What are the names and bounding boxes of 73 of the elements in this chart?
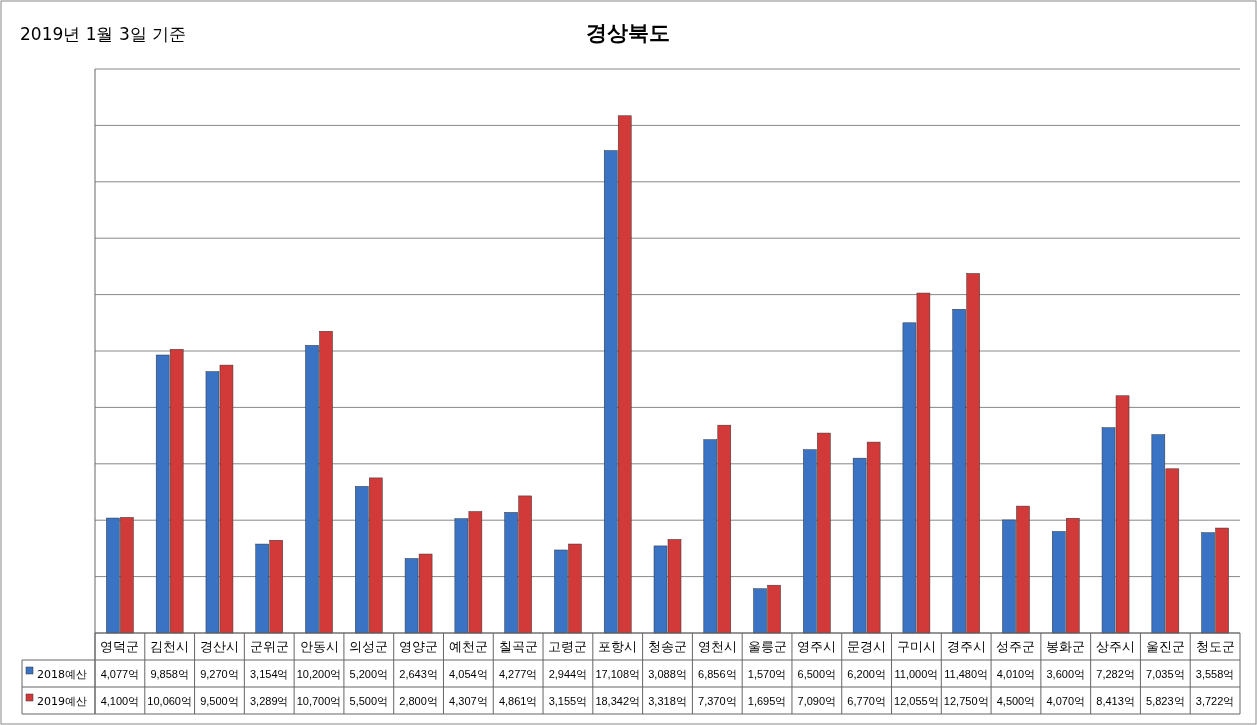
x-tick-label: 상주시 — [1096, 639, 1136, 654]
data-label: 3,318억 — [648, 695, 687, 707]
data-label: 7,035억 — [1146, 668, 1185, 680]
data-label: 12,055억 — [894, 695, 939, 707]
data-label: 4,054억 — [449, 668, 488, 680]
data-label: 7,282억 — [1096, 668, 1135, 680]
data-label: 6,200억 — [847, 668, 886, 680]
x-tick-label: 영덕군 — [100, 639, 140, 654]
data-label: 3,722억 — [1195, 695, 1235, 707]
legend-label: 2018예산 — [37, 668, 87, 681]
text: 2019년 1월 3일 기준 — [20, 24, 187, 44]
x-tick-label: 청송군 — [648, 639, 687, 654]
x-tick-label: 칠곡군 — [498, 639, 538, 654]
x-tick-label: 예천군 — [448, 639, 488, 654]
data-label: 5,823억 — [1146, 695, 1185, 707]
data-label: 3,155억 — [548, 695, 588, 707]
x-tick-label: 경주시 — [946, 639, 986, 654]
x-tick-label: 봉화군 — [1046, 639, 1086, 654]
data-label: 6,500억 — [797, 668, 837, 680]
data-label: 7,370억 — [698, 695, 737, 707]
data-label: 2,643억 — [399, 668, 438, 680]
x-tick-label: 문경시 — [847, 639, 887, 654]
data-label: 9,270억 — [200, 668, 239, 680]
x-tick-label: 영주시 — [797, 639, 837, 654]
data-label: 3,558억 — [1195, 668, 1235, 680]
data-label: 5,200억 — [349, 668, 389, 680]
x-tick-label: 경산시 — [199, 639, 239, 654]
data-label: 4,070억 — [1046, 695, 1086, 707]
x-tick-label: 성주군 — [996, 639, 1036, 654]
data-label: 4,100억 — [100, 695, 140, 707]
data-label: 10,200억 — [296, 668, 342, 680]
data-label: 8,413억 — [1096, 695, 1135, 707]
x-tick-label: 구미시 — [896, 639, 936, 654]
data-label: 4,307억 — [449, 695, 488, 707]
x-tick-label: 청도군 — [1195, 639, 1235, 654]
data-label: 17,108억 — [595, 668, 641, 680]
data-label: 3,600억 — [1046, 668, 1086, 680]
data-label: 9,500억 — [200, 695, 239, 707]
x-tick-label: 군위군 — [249, 639, 289, 654]
x-tick-label: 영양군 — [399, 639, 439, 654]
data-label: 4,861억 — [498, 695, 538, 707]
x-tick-label: 영천시 — [697, 639, 737, 654]
data-label: 5,500억 — [349, 695, 389, 707]
x-tick-label: 고령군 — [548, 639, 588, 654]
data-label: 3,289억 — [249, 695, 289, 707]
data-label: 11,000억 — [894, 668, 939, 680]
x-tick-label: 김천시 — [150, 639, 190, 654]
data-label: 4,277억 — [498, 668, 538, 680]
data-label: 4,077억 — [100, 668, 140, 680]
chart-title: 경상북도 — [586, 21, 670, 45]
data-label: 4,010억 — [996, 668, 1036, 680]
x-tick-label: 의성군 — [349, 639, 389, 654]
data-label: 11,480억 — [944, 668, 989, 680]
data-label: 6,770억 — [847, 695, 886, 707]
data-label: 1,570억 — [747, 668, 787, 680]
data-label: 3,088억 — [648, 668, 687, 680]
legend-label: 2019예산 — [37, 695, 87, 708]
data-label: 12,750억 — [943, 695, 989, 707]
data-label: 2,800억 — [399, 695, 438, 707]
data-label: 4,500억 — [996, 695, 1036, 707]
data-label: 6,856억 — [698, 668, 737, 680]
data-label: 3,154억 — [249, 668, 289, 680]
data-label: 1,695억 — [747, 695, 787, 707]
data-label: 18,342억 — [595, 695, 641, 707]
x-tick-label: 포항시 — [598, 639, 638, 654]
data-label: 7,090억 — [797, 695, 837, 707]
data-label: 9,858억 — [150, 668, 189, 680]
data-label: 2,944억 — [548, 668, 588, 680]
data-label: 10,700억 — [296, 695, 342, 707]
x-tick-label: 울진군 — [1145, 639, 1185, 654]
x-tick-label: 안동시 — [299, 639, 339, 654]
x-tick-label: 울릉군 — [747, 639, 787, 654]
data-label: 10,060억 — [147, 695, 192, 707]
